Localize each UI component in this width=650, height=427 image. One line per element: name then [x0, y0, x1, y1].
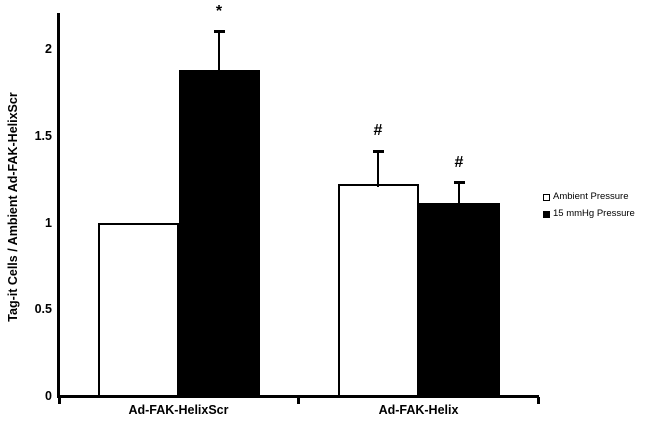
legend-item-ambient-pressure: Ambient Pressure [543, 191, 635, 203]
y-axis-line [57, 13, 60, 397]
ambient-pressure-swatch-icon [543, 193, 550, 201]
error-bar-cap [453, 181, 465, 185]
legend: Ambient Pressure 15 mmHg Pressure [543, 191, 635, 225]
bar-pressure-0 [178, 69, 260, 398]
significance-marker: # [373, 122, 383, 140]
error-bar-cap [372, 149, 384, 153]
significance-marker: * [215, 2, 223, 20]
y-axis-tick-label: 0 [45, 389, 52, 403]
x-axis-category-label: Ad-FAK-Helix [378, 403, 459, 417]
x-axis-tick [57, 397, 61, 404]
significance-marker: # [454, 153, 464, 171]
error-bar-cap [213, 30, 225, 34]
y-axis-tick-label: 1.5 [34, 128, 52, 143]
x-axis-line [57, 394, 539, 398]
x-axis-tick [537, 397, 540, 404]
x-axis-tick [297, 397, 300, 404]
bar-ambient-1 [337, 184, 419, 398]
y-axis-tick-label: 1 [45, 215, 52, 230]
y-axis-tick-label: 2 [45, 42, 52, 56]
x-axis-category-label: Ad-FAK-HelixScr [128, 403, 229, 417]
legend-label-ambient-pressure: Ambient Pressure [553, 191, 629, 202]
15mmhg-pressure-swatch-icon [543, 210, 550, 218]
legend-item-15mmhg-pressure: 15 mmHg Pressure [543, 208, 635, 220]
bar-ambient-0 [97, 222, 179, 398]
bar-pressure-1 [418, 203, 500, 398]
error-bar-line [217, 31, 221, 73]
legend-label-15mmhg-pressure: 15 mmHg Pressure [553, 208, 635, 219]
y-axis-tick-label: 0.5 [34, 302, 52, 317]
error-bar-line [457, 182, 461, 207]
error-bar-line [376, 151, 380, 188]
